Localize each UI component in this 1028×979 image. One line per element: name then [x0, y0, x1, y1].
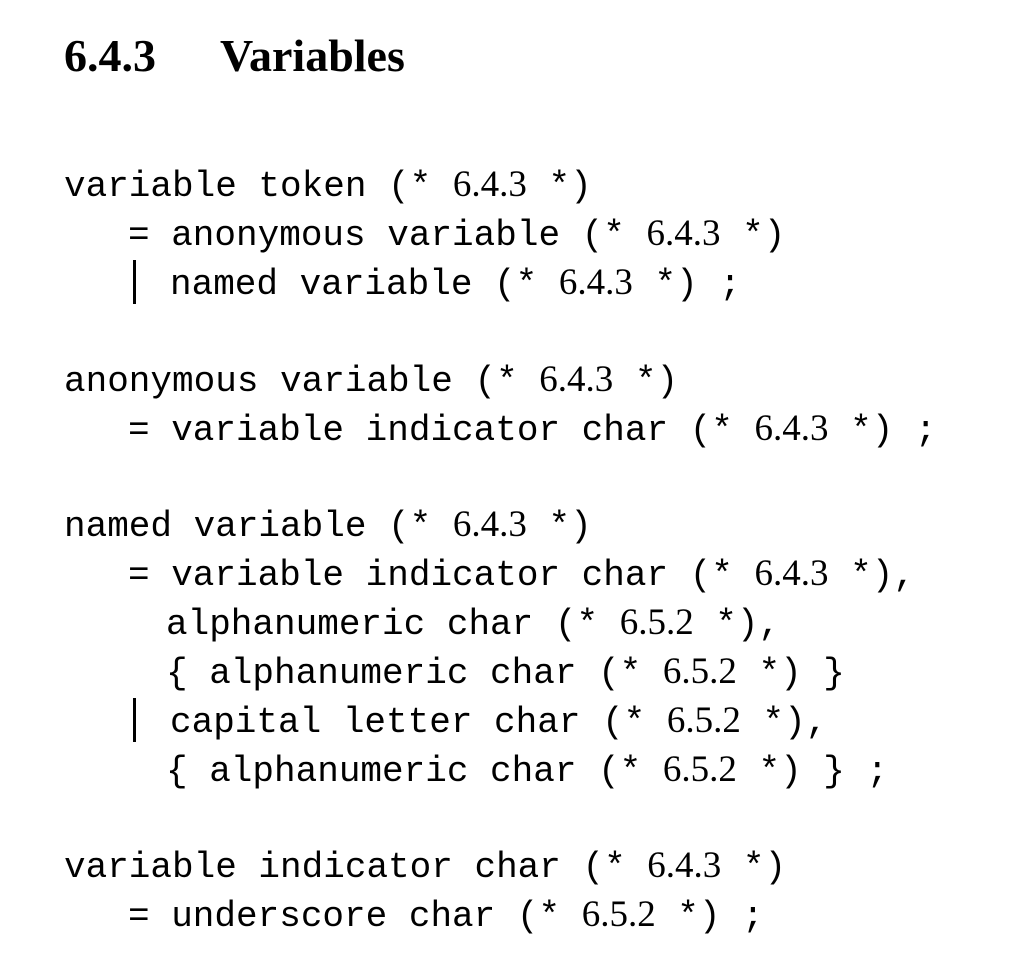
rule-head-variable-token: variable token (* 6.4.3 *): [64, 164, 592, 207]
section-number: 6.4.3: [64, 30, 156, 81]
section-reference: 6.4.3: [647, 845, 722, 886]
section-reference: 6.5.2: [581, 894, 656, 935]
rule-alternative: capital letter char (* 6.5.2 *),: [170, 700, 828, 743]
rule-head-named-variable: named variable (* 6.4.3 *): [64, 504, 592, 547]
rule-alternative: named variable (* 6.4.3 *) ;: [170, 262, 741, 305]
rule-alternative: = variable indicator char (* 6.4.3 *),: [128, 553, 915, 596]
section-reference: 6.4.3: [452, 504, 527, 545]
section-title: Variables: [220, 30, 405, 81]
section-reference: 6.4.3: [539, 359, 614, 400]
section-heading: 6.4.3 Variables: [64, 26, 405, 86]
rule-continuation: { alphanumeric char (* 6.5.2 *) } ;: [166, 749, 889, 792]
alternative-bar: [133, 698, 136, 742]
rule-alternative: = anonymous variable (* 6.4.3 *): [128, 213, 786, 256]
alternative-bar: [133, 260, 136, 304]
rule-head-variable-indicator-char: variable indicator char (* 6.4.3 *): [64, 845, 787, 888]
rule-head-anonymous-variable: anonymous variable (* 6.4.3 *): [64, 359, 679, 402]
rule-alternative: = underscore char (* 6.5.2 *) ;: [128, 894, 764, 937]
section-reference: 6.5.2: [666, 700, 741, 741]
rule-continuation: { alphanumeric char (* 6.5.2 *) }: [166, 651, 845, 694]
section-reference: 6.4.3: [452, 164, 527, 205]
section-reference: 6.4.3: [646, 213, 721, 254]
section-reference: 6.5.2: [662, 651, 737, 692]
rule-continuation: alphanumeric char (* 6.5.2 *),: [166, 602, 781, 645]
section-reference: 6.4.3: [558, 262, 633, 303]
section-reference: 6.4.3: [754, 408, 829, 449]
section-reference: 6.5.2: [619, 602, 694, 643]
rule-alternative: = variable indicator char (* 6.4.3 *) ;: [128, 408, 937, 451]
section-reference: 6.5.2: [662, 749, 737, 790]
section-reference: 6.4.3: [754, 553, 829, 594]
